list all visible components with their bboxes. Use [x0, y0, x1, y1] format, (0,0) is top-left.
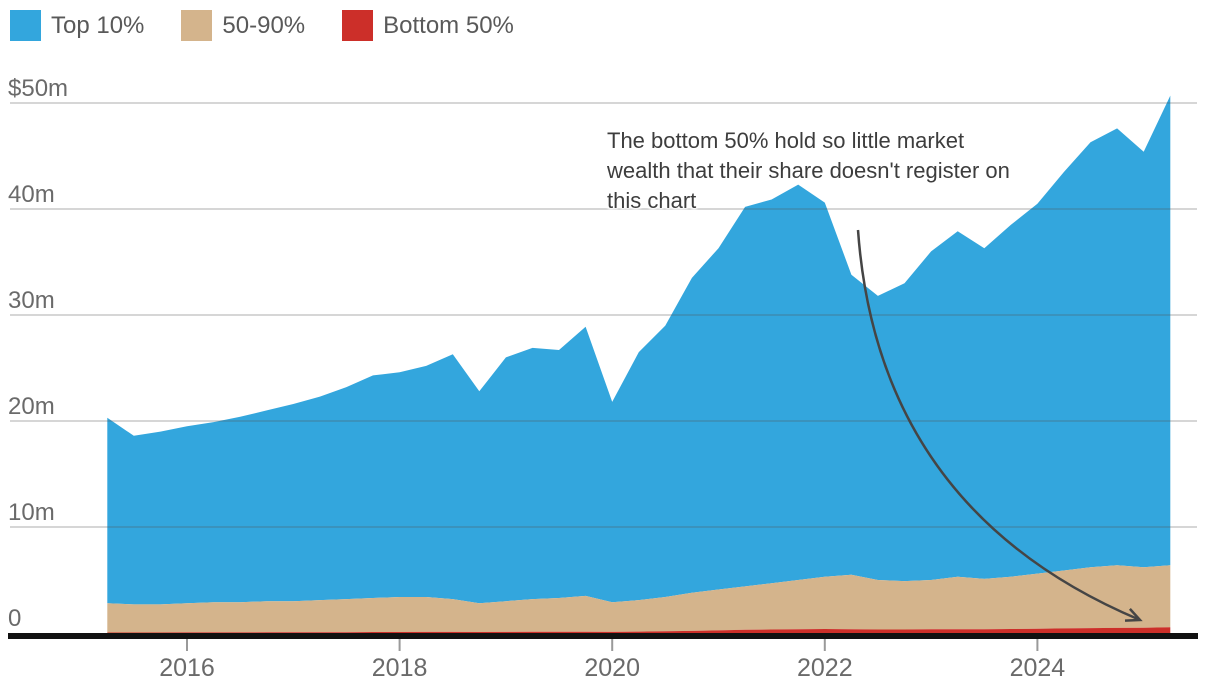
area-top-10-: [107, 95, 1171, 605]
y-axis-label-30: 30m: [8, 287, 55, 314]
y-axis-label-40: 40m: [8, 181, 55, 208]
area-50-90-: [107, 565, 1171, 633]
annotation-line-2: wealth that their share doesn't register…: [607, 158, 1010, 183]
legend-swatch-bottom-50: [342, 10, 374, 41]
annotation-line-3: this chart: [607, 188, 697, 213]
legend-label-bottom-50: Bottom 50%: [383, 12, 514, 39]
y-axis-label-20: 20m: [8, 393, 55, 420]
x-axis-label-2016: 2016: [159, 654, 215, 682]
legend-label-top-10: Top 10%: [51, 12, 145, 39]
legend-item-50-90: 50-90%: [181, 10, 305, 41]
x-axis-baseline: [8, 633, 1198, 639]
area-bottom-50-: [107, 627, 1171, 633]
x-axis-label-2022: 2022: [797, 654, 853, 682]
x-axis-label-2020: 2020: [584, 654, 640, 682]
y-axis-label-10: 10m: [8, 499, 55, 526]
x-axis-label-2024: 2024: [1010, 654, 1066, 682]
annotation-arrow: [856, 229, 1141, 622]
x-axis-label-2018: 2018: [372, 654, 428, 682]
legend-item-bottom-50: Bottom 50%: [342, 10, 514, 41]
legend-swatch-50-90: [181, 10, 213, 41]
legend-label-50-90: 50-90%: [222, 12, 306, 39]
legend-item-top-10: Top 10%: [10, 10, 144, 41]
annotation-line-1: The bottom 50% hold so little market: [607, 128, 965, 153]
annotation-arrowhead: [1124, 608, 1143, 622]
y-axis-label-0: 0: [8, 605, 21, 632]
chart-legend: Top 10% 50-90% Bottom 50%: [10, 10, 514, 41]
legend-swatch-top-10: [10, 10, 41, 41]
chart-annotation: The bottom 50% hold so little market weal…: [607, 126, 1010, 216]
y-axis-label-50: $50m: [8, 75, 68, 102]
